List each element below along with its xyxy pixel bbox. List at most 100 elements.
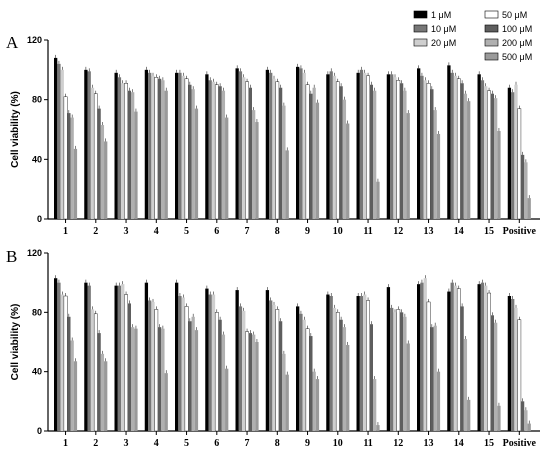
bar xyxy=(97,108,101,219)
bar xyxy=(272,78,276,220)
bar xyxy=(87,285,91,431)
bar xyxy=(511,298,515,431)
bar xyxy=(285,374,289,431)
x-tick-label: Positive xyxy=(503,438,537,449)
bar xyxy=(90,87,95,219)
bar xyxy=(450,282,454,431)
bar xyxy=(218,86,222,219)
bar xyxy=(57,282,61,431)
legend-swatch xyxy=(484,24,499,33)
bar xyxy=(127,303,131,431)
bar xyxy=(386,287,391,431)
bar xyxy=(366,300,370,432)
bar xyxy=(430,327,434,431)
bar xyxy=(463,339,468,431)
bar xyxy=(252,334,256,431)
legend-label: 100 μM xyxy=(502,24,532,34)
x-tick-label: 11 xyxy=(363,226,372,237)
bar xyxy=(346,344,350,431)
bar xyxy=(131,327,135,431)
bar xyxy=(524,410,528,431)
bar xyxy=(517,319,522,432)
bar xyxy=(406,343,410,431)
x-tick-label: 15 xyxy=(484,438,494,449)
bar xyxy=(366,75,370,220)
legend-label: 10 μM xyxy=(431,24,456,34)
bar xyxy=(242,77,246,220)
bar xyxy=(376,425,380,431)
bar xyxy=(430,89,434,219)
bar xyxy=(124,83,128,220)
bar xyxy=(175,282,179,431)
bar xyxy=(390,307,394,431)
bar xyxy=(134,111,138,219)
x-tick-label: 15 xyxy=(484,226,494,237)
bar xyxy=(315,379,320,431)
bar xyxy=(93,313,98,432)
bar xyxy=(305,328,310,432)
legend-label: 20 μM xyxy=(431,38,456,48)
bar xyxy=(114,285,118,431)
bar xyxy=(54,278,58,431)
bar xyxy=(104,361,108,431)
x-tick-label: 7 xyxy=(245,226,250,237)
bar xyxy=(399,83,404,219)
bar xyxy=(211,81,216,220)
bar xyxy=(494,322,498,431)
bar xyxy=(269,72,273,219)
bar xyxy=(285,150,289,219)
bar xyxy=(363,72,367,219)
bar xyxy=(191,316,195,431)
bar xyxy=(453,285,458,431)
bar xyxy=(255,122,259,219)
bar xyxy=(436,371,441,431)
bar xyxy=(487,90,491,220)
x-tick-label: 14 xyxy=(454,226,464,237)
bar xyxy=(369,84,373,219)
bar xyxy=(386,74,391,219)
bar xyxy=(67,316,71,431)
x-tick-label: Positive xyxy=(503,226,537,237)
bar xyxy=(517,108,522,220)
bar xyxy=(63,295,68,432)
bar xyxy=(265,69,270,219)
bar xyxy=(245,331,249,432)
bar xyxy=(184,78,189,220)
bar xyxy=(235,68,239,219)
bar xyxy=(332,75,337,219)
bar xyxy=(399,312,404,431)
bar xyxy=(309,336,313,431)
bar xyxy=(63,96,68,220)
bar xyxy=(302,72,306,219)
bar xyxy=(373,379,377,431)
x-tick-label: 14 xyxy=(454,438,464,449)
bar xyxy=(114,72,118,219)
x-tick-label: 12 xyxy=(393,438,403,449)
bar xyxy=(57,63,61,219)
bar xyxy=(191,89,195,219)
x-tick-label: 5 xyxy=(184,438,189,449)
x-tick-label: 10 xyxy=(333,226,343,237)
bar xyxy=(161,328,165,431)
bar xyxy=(417,284,421,431)
bar xyxy=(329,296,333,431)
bar xyxy=(417,68,421,219)
bar xyxy=(511,92,515,219)
bar xyxy=(342,327,347,431)
bar xyxy=(302,319,306,431)
bar xyxy=(70,117,74,219)
bar xyxy=(93,93,98,220)
bar xyxy=(433,110,437,219)
bar xyxy=(248,333,252,431)
bar xyxy=(221,90,226,219)
bar xyxy=(520,401,525,431)
bar xyxy=(151,301,155,431)
bar xyxy=(335,312,340,432)
bar xyxy=(164,373,168,431)
y-tick-label: 0 xyxy=(37,426,42,436)
bar xyxy=(164,90,168,219)
bar xyxy=(184,306,189,432)
legend-label: 500 μM xyxy=(502,52,532,62)
bar xyxy=(154,309,159,432)
